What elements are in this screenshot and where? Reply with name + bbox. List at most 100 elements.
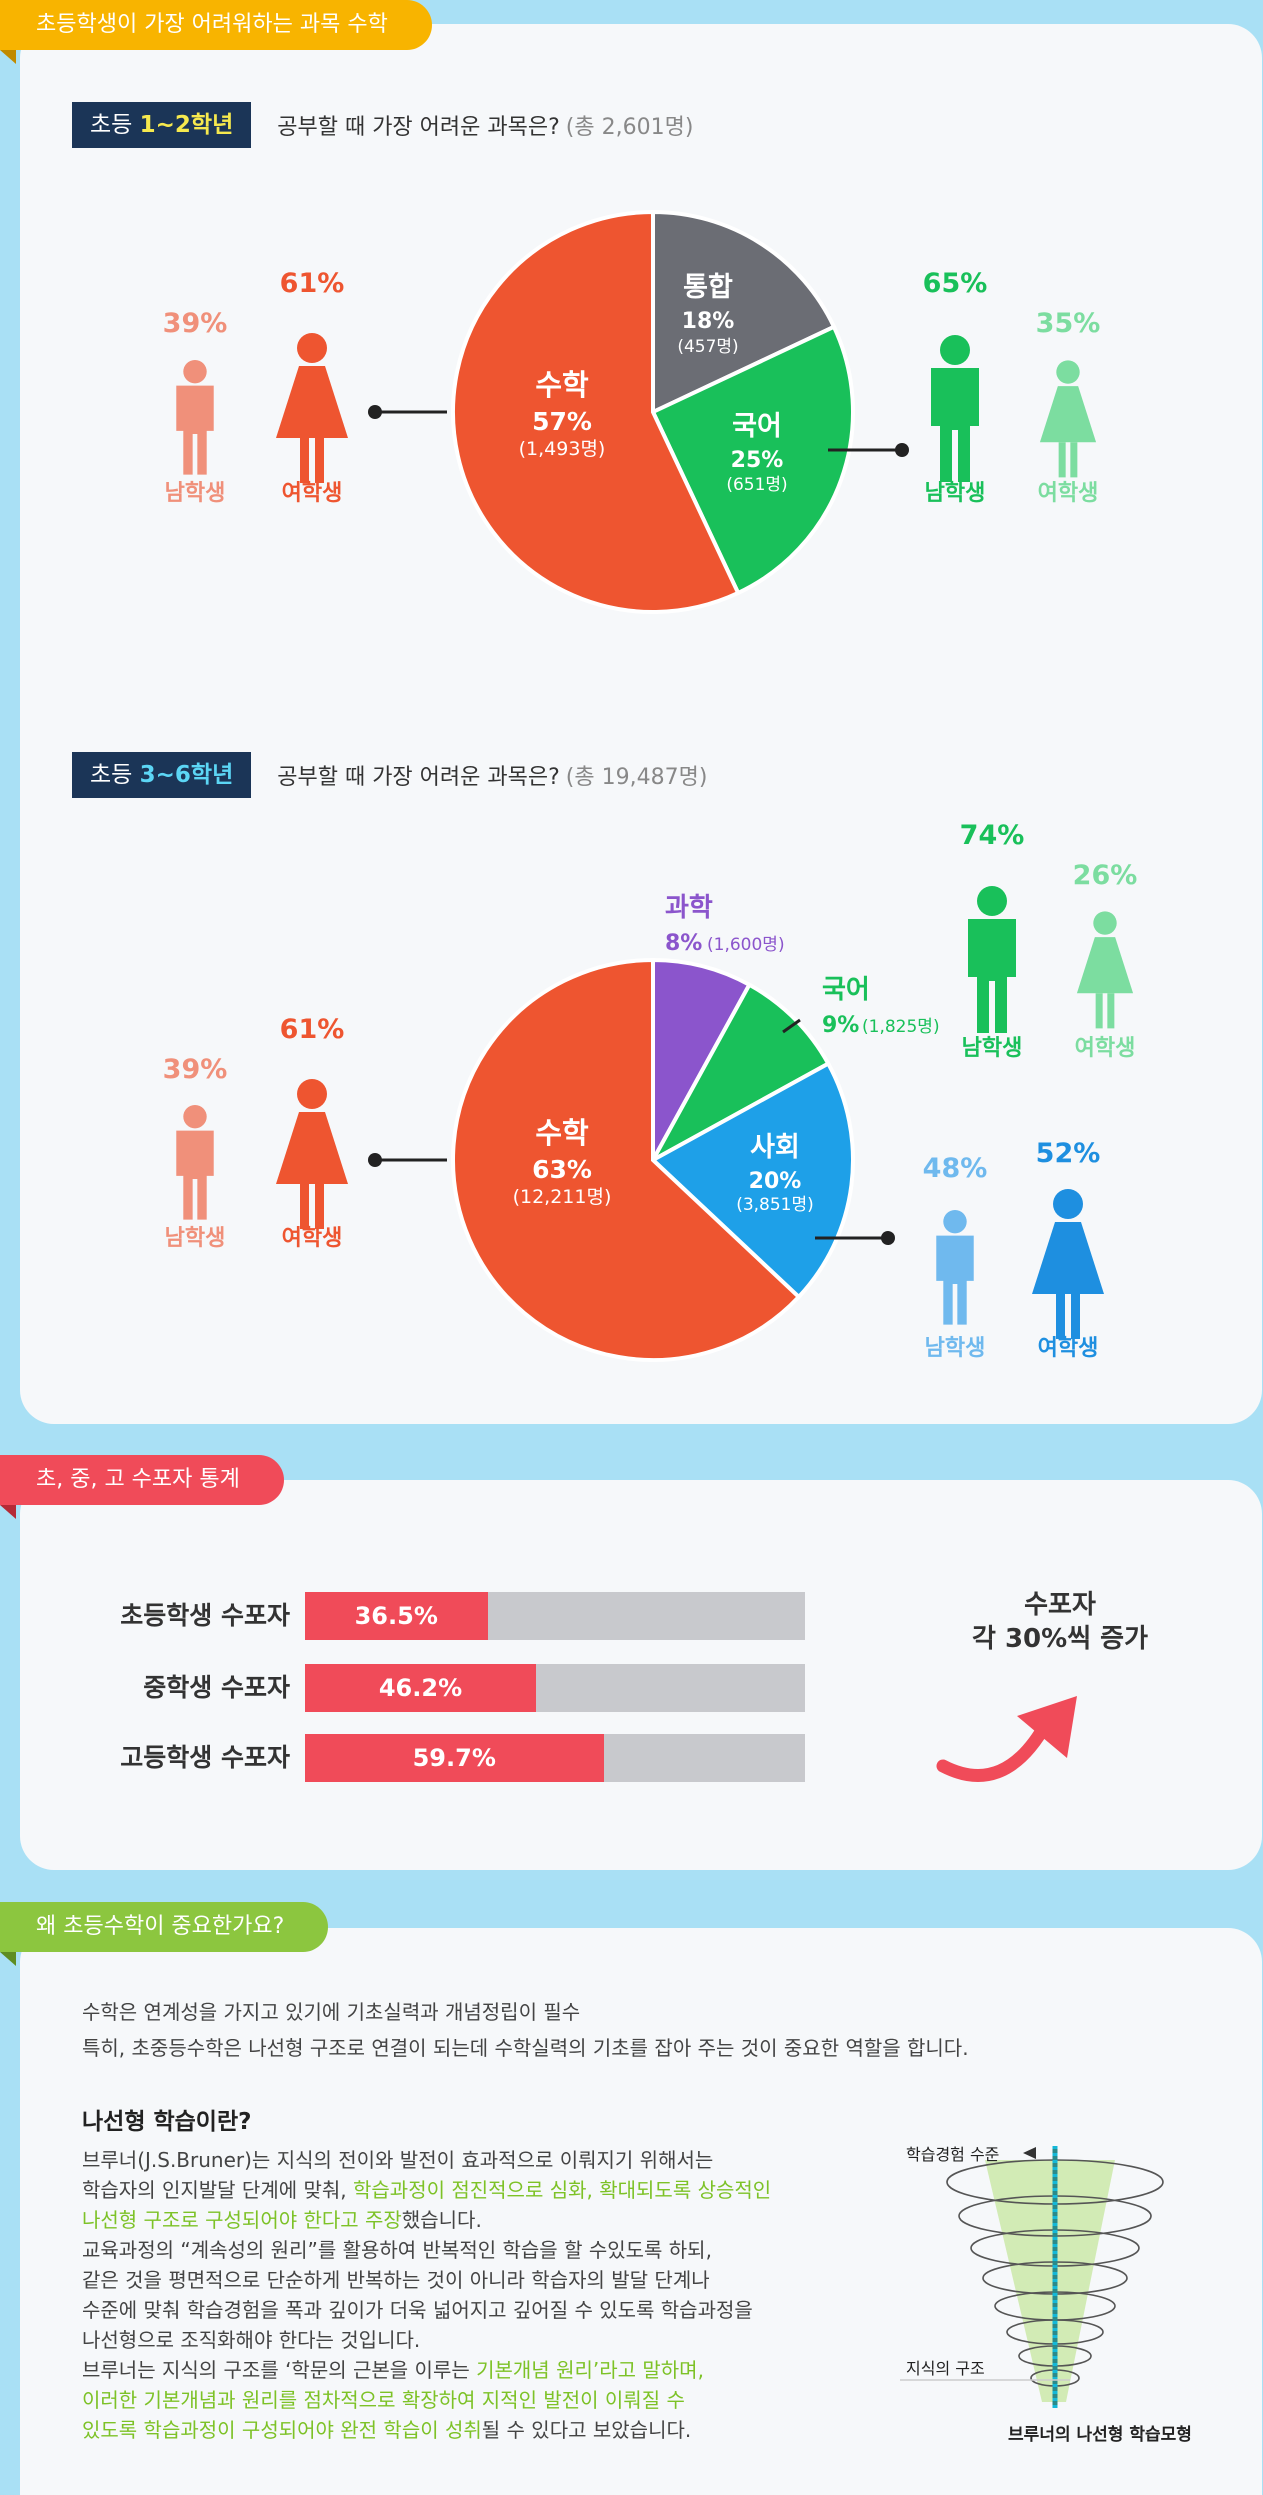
q2-badge-grade: 3~6학년 bbox=[139, 762, 234, 788]
tag-fold bbox=[0, 1505, 16, 1519]
q2-top-female-pct: 26% bbox=[1073, 860, 1138, 891]
q2-slice-science-name: 과학 bbox=[665, 893, 713, 923]
spiral-heading: 나선형 학습이란? bbox=[82, 2109, 252, 2135]
bar-label: 초등학생 수포자 bbox=[120, 1601, 290, 1630]
male-icon bbox=[968, 886, 1016, 1033]
body-text: 브루너는 지식의 구조를 ‘학문의 근본을 이루는 bbox=[82, 2358, 477, 2382]
body-highlight: 학습과정이 점진적으로 심화, 확대되도록 상승적인 bbox=[353, 2178, 772, 2202]
spiral-diagram: 학습경험 수준 지식의 구조 브루너의 나선형 학습모형 bbox=[900, 2145, 1192, 2445]
q1-right-female-pct: 35% bbox=[1036, 308, 1101, 339]
q2-korean-pointer bbox=[782, 1018, 801, 1034]
q2-top-male-pct: 74% bbox=[960, 820, 1025, 851]
q1-question: 공부할 때 가장 어려운 과목은? bbox=[277, 115, 560, 140]
body-highlight: 이러한 기본개념과 원리를 점차적으로 확장하여 지적인 발전이 이뤄질 수 bbox=[82, 2388, 685, 2412]
diagram-top-label: 학습경험 수준 bbox=[906, 2145, 999, 2164]
male-icon bbox=[176, 1104, 214, 1220]
q2-slice-social-count: (3,851명) bbox=[736, 1195, 814, 1215]
q1-header: 초등 1~2학년 공부할 때 가장 어려운 과목은? (총 2,601명) bbox=[72, 102, 693, 148]
q2-slice-math-name: 수학 bbox=[535, 1116, 589, 1150]
section1-tag: 초등학생이 가장 어려워하는 과목 수학 bbox=[0, 0, 432, 50]
section1-tag-label: 초등학생이 가장 어려워하는 과목 수학 bbox=[36, 12, 388, 37]
increase-note: 수포자 각 30%씩 증가 bbox=[900, 1588, 1220, 1656]
q1-right-male-pct: 65% bbox=[923, 268, 988, 299]
body-highlight: 기본개념 원리’라고 말하며, bbox=[476, 2358, 704, 2382]
body-line: 학습자의 인지발달 단계에 맞춰, 학습과정이 점진적으로 심화, 확대되도록 … bbox=[82, 2175, 771, 2205]
section2-tag-label: 초, 중, 고 수포자 통계 bbox=[36, 1467, 240, 1492]
q2-slice-korean-name: 국어 bbox=[822, 975, 870, 1005]
body-text: 같은 것을 평면적으로 단순하게 반복하는 것이 아니라 학습자의 발달 단계나 bbox=[82, 2268, 710, 2292]
body-line: 교육과정의 “계속성의 원리”를 활용하여 반복적인 학습을 할 수있도록 하되… bbox=[82, 2235, 712, 2265]
female-icon bbox=[1076, 911, 1134, 1029]
body-text: 될 수 있다고 보았습니다. bbox=[481, 2418, 692, 2442]
male-icon bbox=[936, 1209, 974, 1325]
bar-fill: 59.7% bbox=[305, 1734, 604, 1782]
tag-fold bbox=[0, 1952, 16, 1966]
q1-badge-prefix: 초등 bbox=[90, 112, 140, 138]
section3-tag: 왜 초등수학이 중요한가요? bbox=[0, 1902, 329, 1952]
body-line: 수준에 맞춰 학습경험을 폭과 깊이가 더욱 넓어지고 깊어질 수 있도록 학습… bbox=[82, 2295, 753, 2325]
bar-label: 중학생 수포자 bbox=[143, 1673, 290, 1702]
q2-slice-korean-pct: 9% bbox=[822, 1013, 859, 1038]
q1-left-connector-dot bbox=[368, 405, 382, 419]
bar-value: 36.5% bbox=[354, 1602, 438, 1630]
male-icon bbox=[931, 335, 979, 482]
q1-slice-korean-pct: 25% bbox=[731, 448, 784, 473]
q1-slice-korean-count: (651명) bbox=[726, 475, 787, 495]
bar-track: 59.7% bbox=[305, 1734, 805, 1782]
body-text: 학습자의 인지발달 단계에 맞춰, bbox=[82, 2178, 353, 2202]
body-highlight: 있도록 학습과정이 구성되어야 완전 학습이 성취 bbox=[82, 2418, 482, 2442]
q2-left-female-pct: 61% bbox=[280, 1014, 345, 1045]
bar-row: 고등학생 수포자 59.7% bbox=[60, 1734, 820, 1782]
body-line: 같은 것을 평면적으로 단순하게 반복하는 것이 아니라 학습자의 발달 단계나 bbox=[82, 2265, 710, 2295]
q2-left-female-label: 여학생 bbox=[282, 1226, 343, 1251]
q2-header: 초등 3~6학년 공부할 때 가장 어려운 과목은? (총 19,487명) bbox=[72, 752, 707, 798]
body-text: 수준에 맞춰 학습경험을 폭과 깊이가 더욱 넓어지고 깊어질 수 있도록 학습… bbox=[82, 2298, 753, 2322]
q1-chart: 39% 남학생 61% 여학생 수학 57% (1,493명) 통합 18% (… bbox=[163, 209, 1101, 614]
q2-slice-social-name: 사회 bbox=[750, 1132, 800, 1163]
q1-pie bbox=[451, 209, 855, 614]
female-icon bbox=[1039, 360, 1097, 478]
q1-left-female-label: 여학생 bbox=[282, 481, 343, 506]
body-text: 교육과정의 “계속성의 원리”를 활용하여 반복적인 학습을 할 수있도록 하되… bbox=[82, 2238, 712, 2262]
pie-slice-2 bbox=[451, 209, 741, 614]
q2-bottom-male-pct: 48% bbox=[923, 1153, 988, 1184]
body-line: 이러한 기본개념과 원리를 점차적으로 확장하여 지적인 발전이 이뤄질 수 bbox=[82, 2385, 685, 2415]
q1-left-female-pct: 61% bbox=[280, 268, 345, 299]
bar-fill: 46.2% bbox=[305, 1664, 536, 1712]
q1-badge-grade: 1~2학년 bbox=[139, 112, 234, 138]
diagram-bottom-label: 지식의 구조 bbox=[906, 2359, 985, 2378]
knowledge-cone bbox=[985, 2160, 1115, 2402]
q1-badge: 초등 1~2학년 bbox=[72, 102, 252, 148]
intro-line-1: 수학은 연계성을 가지고 있기에 기초실력과 개념정립이 필수 bbox=[82, 2000, 581, 2024]
q2-badge-prefix: 초등 bbox=[90, 762, 140, 788]
body-highlight: 나선형 구조로 구성되어야 한다고 주장 bbox=[82, 2208, 402, 2232]
bar-value: 59.7% bbox=[412, 1744, 496, 1772]
bar-label: 고등학생 수포자 bbox=[120, 1743, 290, 1772]
pie-slice-3 bbox=[451, 957, 802, 1362]
q2-left-male-label: 남학생 bbox=[165, 1226, 226, 1251]
intro-line-2: 특히, 초중등수학은 나선형 구조로 연결이 되는데 수학실력의 기초를 잡아 … bbox=[82, 2036, 969, 2060]
female-icon bbox=[1032, 1189, 1104, 1339]
q2-slice-math-count: (12,211명) bbox=[513, 1186, 612, 1208]
tag-fold bbox=[0, 50, 16, 64]
bar-row: 중학생 수포자 46.2% bbox=[60, 1664, 820, 1712]
q2-top-female-label: 여학생 bbox=[1075, 1036, 1136, 1061]
pie-slice-2 bbox=[649, 1060, 855, 1300]
female-icon bbox=[276, 1079, 348, 1229]
q1-slice-math-count: (1,493명) bbox=[519, 438, 606, 460]
diagram-caption: 브루너의 나선형 학습모형 bbox=[1008, 2424, 1192, 2445]
arrow-left-icon bbox=[1023, 2147, 1036, 2159]
q2-bottom-male-label: 남학생 bbox=[925, 1336, 986, 1361]
q2-total: (총 19,487명) bbox=[565, 765, 708, 790]
q2-left-male-pct: 39% bbox=[163, 1054, 228, 1085]
q2-right-connector-dot bbox=[881, 1231, 895, 1245]
increase-note-line2: 각 30%씩 증가 bbox=[971, 1624, 1149, 1654]
body-line: 나선형 구조로 구성되어야 한다고 주장했습니다. bbox=[82, 2205, 482, 2235]
section2-tag: 초, 중, 고 수포자 통계 bbox=[0, 1455, 284, 1505]
bar-value: 46.2% bbox=[378, 1674, 463, 1702]
pie-slice-1 bbox=[650, 324, 855, 596]
body-text: 브루너(J.S.Bruner)는 지식의 전이와 발전이 효과적으로 이뤄지기 … bbox=[82, 2148, 714, 2172]
pie-slice-1 bbox=[647, 982, 831, 1166]
q1-slice-math-pct: 57% bbox=[532, 407, 592, 436]
q2-left-connector-dot bbox=[368, 1153, 382, 1167]
